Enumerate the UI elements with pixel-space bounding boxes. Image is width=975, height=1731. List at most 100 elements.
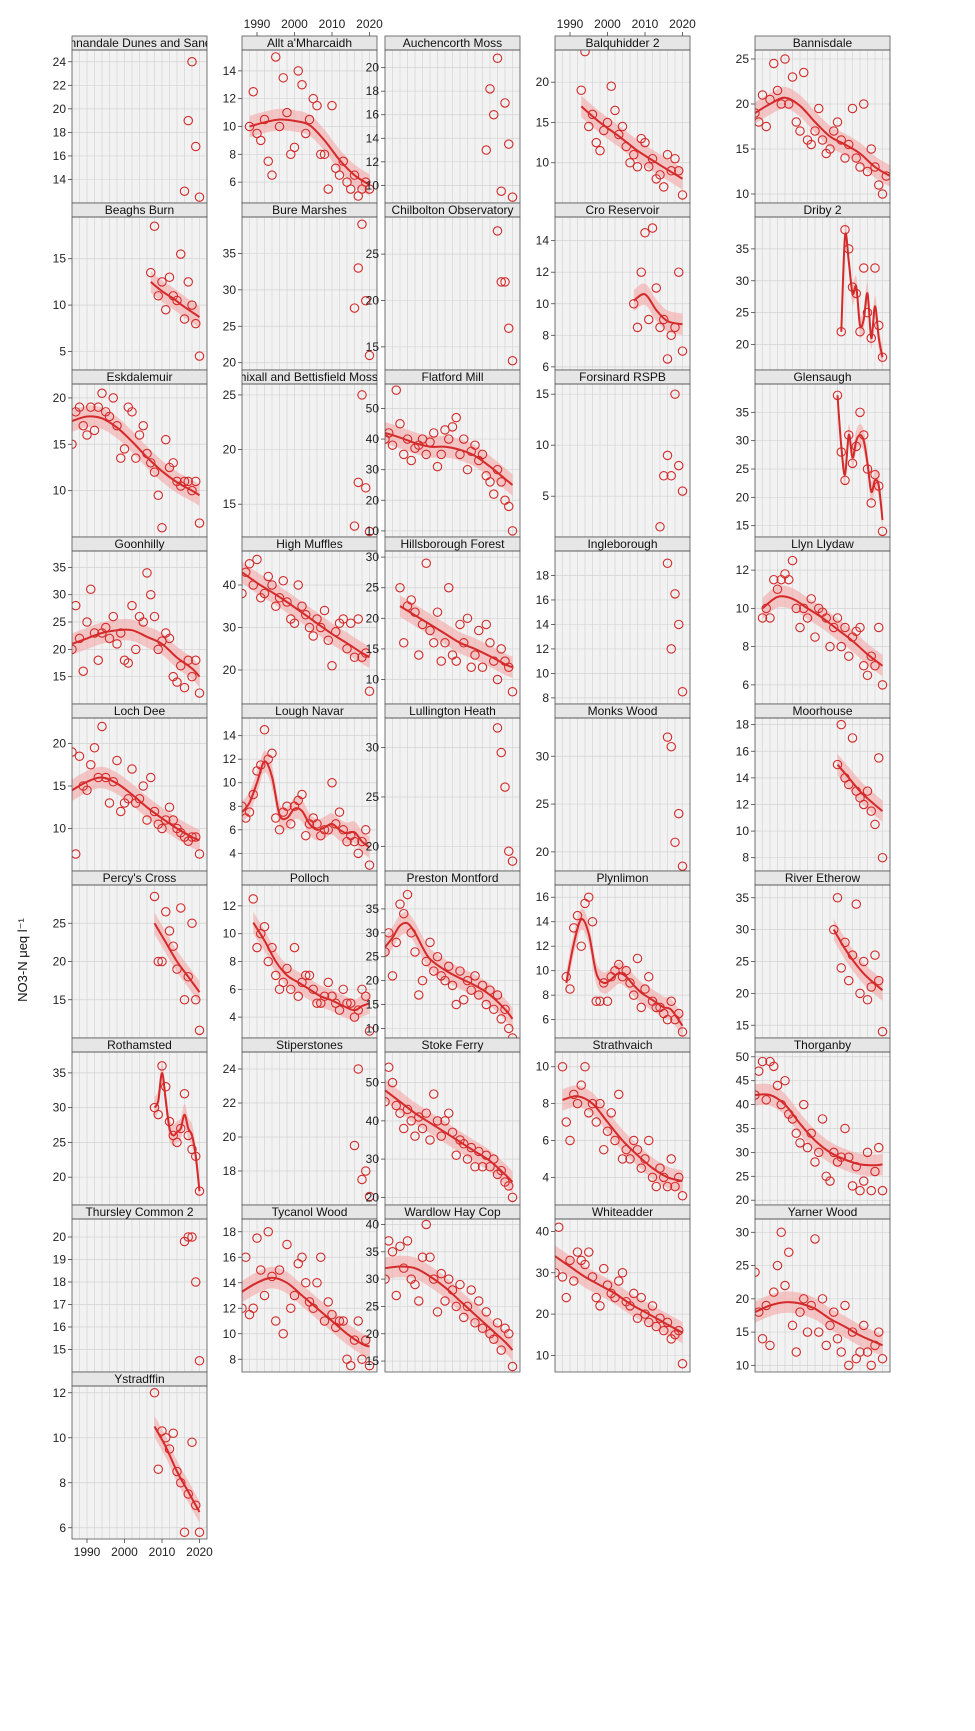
data-point xyxy=(791,117,801,127)
data-point xyxy=(183,277,194,287)
data-point xyxy=(825,641,835,652)
data-point xyxy=(244,807,255,817)
data-point xyxy=(142,448,152,459)
y-tick-label: 12 xyxy=(223,92,237,106)
y-tick-label: 40 xyxy=(366,1114,380,1128)
data-point xyxy=(583,121,594,132)
x-tick-label: 2010 xyxy=(632,17,659,31)
data-point xyxy=(825,1176,835,1186)
data-point xyxy=(843,1360,854,1371)
data-point xyxy=(104,798,115,808)
y-tick-label: 25 xyxy=(366,247,380,261)
data-point xyxy=(425,1252,435,1263)
data-point xyxy=(274,1265,285,1275)
data-point xyxy=(677,861,688,871)
data-point xyxy=(866,1185,876,1196)
data-point xyxy=(673,166,684,176)
y-tick-label: 20 xyxy=(736,986,750,1000)
data-point xyxy=(421,558,431,568)
data-point xyxy=(492,226,503,236)
data-point xyxy=(768,1061,779,1072)
data-point xyxy=(802,613,813,623)
data-point xyxy=(813,1147,824,1158)
data-point xyxy=(870,1166,880,1177)
data-point xyxy=(862,1347,873,1357)
data-point xyxy=(146,772,156,783)
y-tick-label: 25 xyxy=(53,615,67,629)
data-point xyxy=(319,149,330,160)
data-point xyxy=(783,574,794,585)
data-point xyxy=(500,98,510,108)
data-point xyxy=(636,1292,646,1303)
data-point xyxy=(312,819,322,829)
data-point xyxy=(836,641,846,652)
grid xyxy=(755,384,890,537)
data-point xyxy=(870,162,880,172)
data-point xyxy=(267,580,277,590)
data-point xyxy=(387,1077,398,1088)
data-point xyxy=(131,453,141,463)
data-point xyxy=(364,1191,375,1202)
data-point xyxy=(755,1066,764,1076)
panel-loch-dee: Loch Dee 10 15 20 xyxy=(53,703,208,872)
data-point xyxy=(451,1301,461,1312)
y-tick-label: 50 xyxy=(366,1076,380,1090)
data-point xyxy=(425,437,435,447)
data-point xyxy=(157,522,167,533)
data-point xyxy=(86,584,96,594)
data-point xyxy=(503,662,514,673)
data-point xyxy=(855,407,865,418)
data-point xyxy=(252,1233,262,1243)
data-point xyxy=(176,1123,186,1134)
data-point xyxy=(385,1096,390,1107)
data-point xyxy=(755,108,760,118)
data-point xyxy=(466,985,476,995)
data-point xyxy=(447,980,458,991)
data-point xyxy=(795,126,805,136)
data-point xyxy=(673,1008,684,1019)
data-point xyxy=(364,526,375,537)
y-axis: 15 16 17 18 19 20 xyxy=(53,1230,72,1357)
grid xyxy=(555,718,690,871)
data-point xyxy=(179,476,190,487)
data-point xyxy=(503,1329,514,1339)
y-tick-label: 14 xyxy=(366,131,380,145)
data-point xyxy=(862,994,873,1005)
data-point xyxy=(772,584,783,594)
y-tick-label: 25 xyxy=(223,319,237,333)
panel-whiteadder: Whiteadder 10 20 30 40 xyxy=(536,1204,691,1373)
data-point xyxy=(274,825,285,835)
data-point xyxy=(492,723,503,733)
data-point xyxy=(632,1144,643,1155)
data-point xyxy=(870,819,880,830)
y-tick-label: 8 xyxy=(59,1476,66,1490)
panel-ingleborough: Ingleborough 8 10 12 14 16 18 xyxy=(536,536,691,705)
data-point xyxy=(470,650,480,660)
data-point xyxy=(568,1089,579,1100)
data-point xyxy=(304,970,315,981)
data-point xyxy=(462,1154,473,1164)
grid xyxy=(72,50,207,203)
data-point xyxy=(138,617,149,627)
data-point xyxy=(402,1104,413,1115)
y-axis: 6 8 10 12 14 xyxy=(223,64,242,189)
data-point xyxy=(670,153,680,164)
x-tick-label: 2020 xyxy=(669,17,696,31)
data-point xyxy=(194,518,205,528)
grid xyxy=(72,1386,207,1539)
data-point xyxy=(436,1268,446,1279)
trend-line xyxy=(555,1255,684,1334)
y-axis: 10 15 20 xyxy=(53,391,72,498)
data-point xyxy=(338,1316,348,1326)
data-point xyxy=(440,1296,450,1306)
data-point xyxy=(877,1353,888,1364)
x-axis: 1990 2000 2010 2020 xyxy=(557,17,696,36)
data-point xyxy=(507,526,518,536)
data-point xyxy=(496,1345,506,1355)
data-point xyxy=(768,574,779,585)
panel-title: Goonhilly xyxy=(114,537,164,551)
data-point xyxy=(191,832,201,842)
data-point xyxy=(602,117,613,128)
y-tick-label: 20 xyxy=(736,1292,750,1306)
data-point xyxy=(568,1276,579,1286)
